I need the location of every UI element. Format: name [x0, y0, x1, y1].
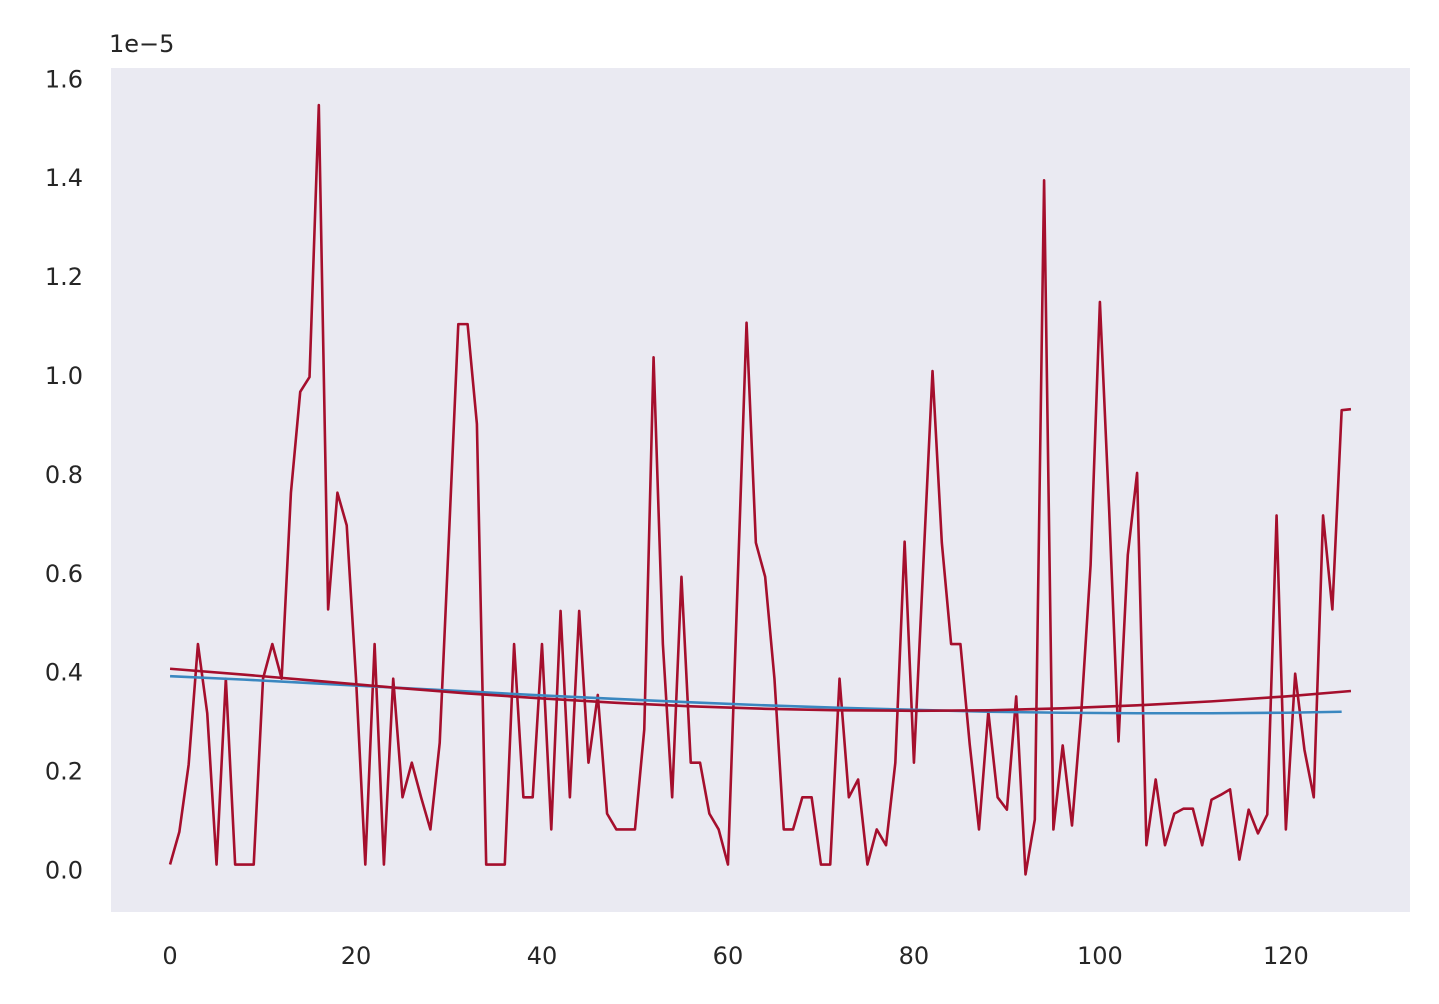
y-tick-label: 0.6	[45, 560, 83, 588]
x-tick-label: 60	[713, 942, 744, 970]
x-tick-label: 0	[162, 942, 177, 970]
line-series	[168, 103, 1352, 876]
y-tick-label: 0.8	[45, 461, 83, 489]
x-tick-label: 20	[341, 942, 372, 970]
x-tick-label: 100	[1077, 942, 1123, 970]
offset-label: 1e−5	[109, 30, 174, 58]
y-tick-label: 1.6	[45, 65, 83, 93]
x-tick-label: 80	[899, 942, 930, 970]
y-tick-label: 0.2	[45, 758, 83, 786]
y-tick-label: 0.4	[45, 659, 83, 687]
y-tick-label: 0.0	[45, 856, 83, 884]
x-tick-label: 40	[527, 942, 558, 970]
plot-area	[111, 68, 1410, 912]
y-tick-label: 1.2	[45, 263, 83, 291]
y-tick-label: 1.0	[45, 362, 83, 390]
line-series	[169, 667, 1352, 713]
y-tick-label: 1.4	[45, 164, 83, 192]
x-tick-label: 120	[1263, 942, 1309, 970]
